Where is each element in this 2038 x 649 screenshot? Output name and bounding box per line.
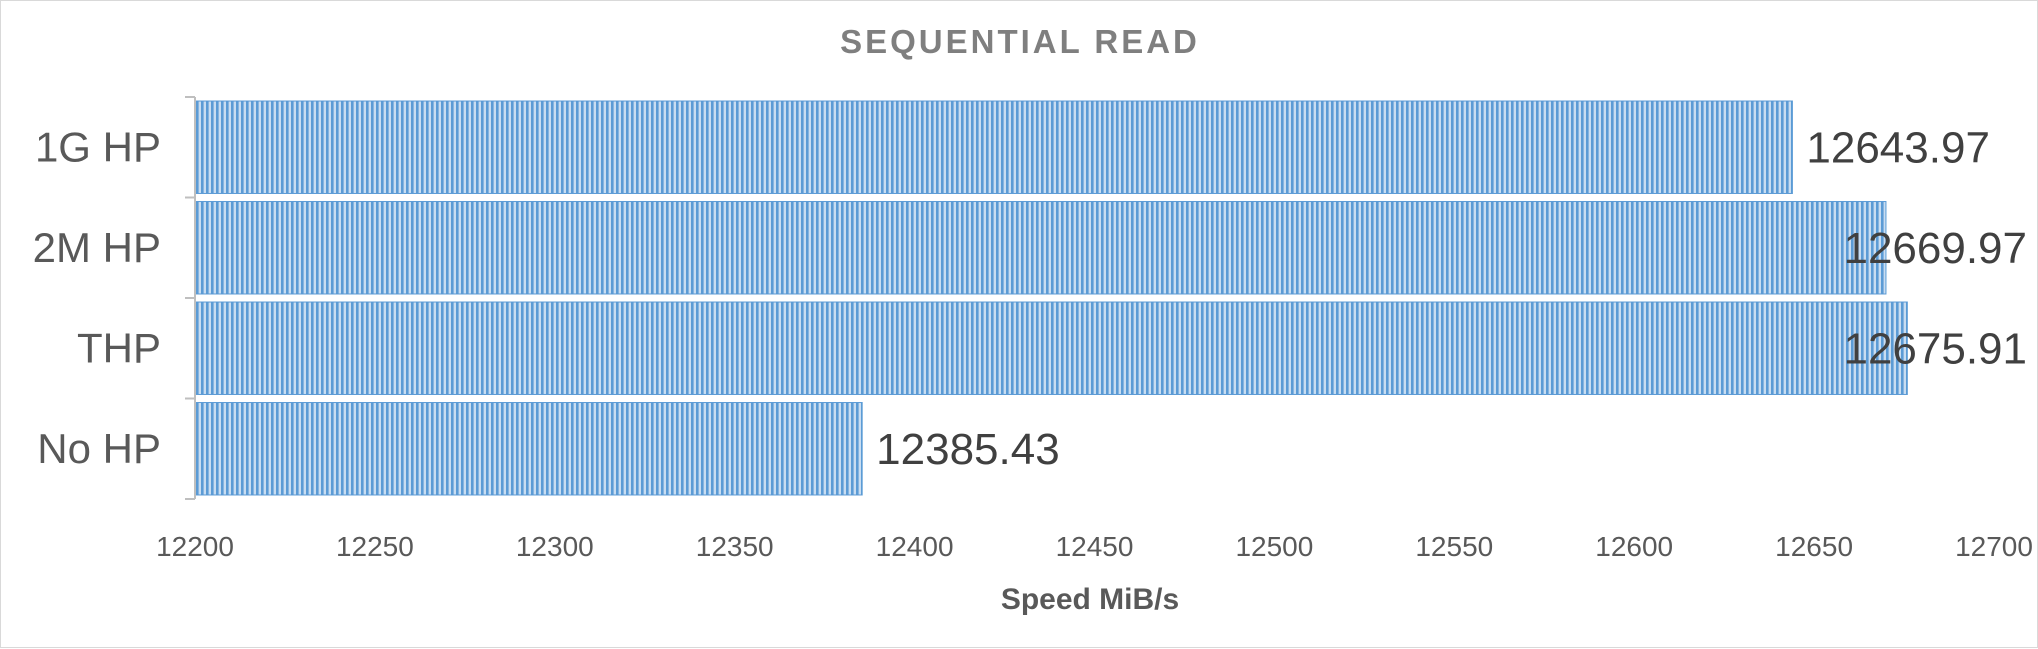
- x-tick-label: 12200: [156, 531, 234, 562]
- x-axis-title: Speed MiB/s: [1001, 583, 1179, 616]
- x-tick-label: 12600: [1595, 531, 1673, 562]
- bar: [194, 201, 1887, 295]
- data-label: 12669.97: [1843, 224, 2027, 273]
- x-tick-label: 12250: [336, 531, 414, 562]
- x-tick-label: 12400: [876, 531, 954, 562]
- category-label: No HP: [37, 425, 161, 472]
- x-tick-label: 12450: [1056, 531, 1134, 562]
- data-label: 12643.97: [1806, 123, 1990, 172]
- x-tick-label: 12350: [696, 531, 774, 562]
- data-label: 12675.91: [1843, 324, 2027, 373]
- x-tick-label: 12300: [516, 531, 594, 562]
- category-label: THP: [77, 324, 161, 371]
- plot-area: 1G HP 12643.97 2M HP 12669.97 THP 12675.91 No …: [33, 96, 2033, 562]
- data-label: 12385.43: [876, 425, 1060, 474]
- x-tick-label: 12650: [1775, 531, 1853, 562]
- bar: [194, 301, 1908, 395]
- x-tick-label: 12500: [1235, 531, 1313, 562]
- category-label: 2M HP: [33, 224, 161, 271]
- x-tick-label: 12550: [1415, 531, 1493, 562]
- bar: [194, 402, 863, 496]
- x-tick-label: 12700: [1955, 531, 2033, 562]
- category-label: 1G HP: [35, 123, 161, 170]
- chart-title: SEQUENTIAL READ: [840, 23, 1200, 60]
- bar: [194, 100, 1793, 194]
